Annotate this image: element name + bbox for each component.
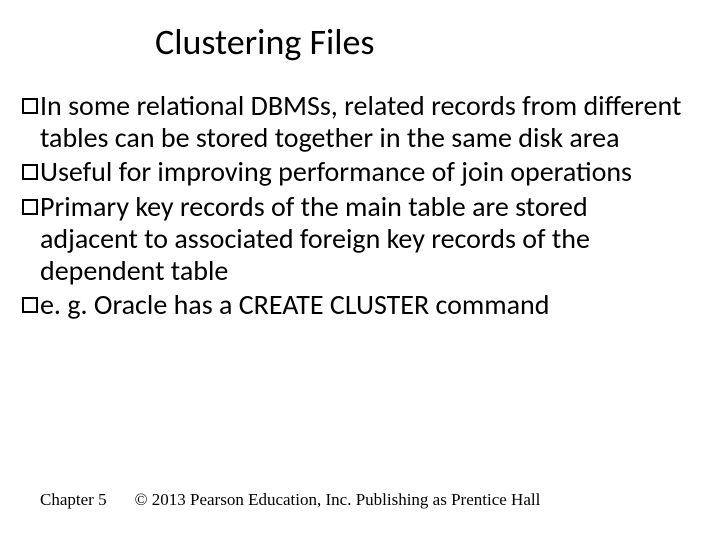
footer-copyright: © 2013 Pearson Education, Inc. Publishin… <box>135 490 541 510</box>
footer-chapter: Chapter 5 <box>40 490 107 510</box>
bullet-item: Primary key records of the main table ar… <box>22 191 690 288</box>
slide-body: In some relational DBMSs, related record… <box>22 90 690 323</box>
slide-footer: Chapter 5 © 2013 Pearson Education, Inc.… <box>40 490 680 510</box>
bullet-item: Useful for improving performance of join… <box>22 156 690 188</box>
bullet-text: e. g. Oracle has a CREATE CLUSTER comman… <box>40 289 690 321</box>
bullet-marker-icon <box>22 199 38 215</box>
bullet-item: In some relational DBMSs, related record… <box>22 90 690 154</box>
bullet-item: e. g. Oracle has a CREATE CLUSTER comman… <box>22 289 690 321</box>
bullet-text: In some relational DBMSs, related record… <box>40 90 690 154</box>
bullet-marker-icon <box>22 98 38 114</box>
bullet-text: Useful for improving performance of join… <box>40 156 690 188</box>
slide: Clustering Files In some relational DBMS… <box>0 0 720 540</box>
bullet-marker-icon <box>22 297 38 313</box>
bullet-text: Primary key records of the main table ar… <box>40 191 690 288</box>
bullet-marker-icon <box>22 164 38 180</box>
slide-title: Clustering Files <box>155 20 375 64</box>
